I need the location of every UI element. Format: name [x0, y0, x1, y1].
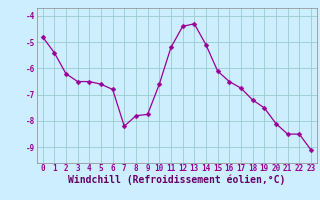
X-axis label: Windchill (Refroidissement éolien,°C): Windchill (Refroidissement éolien,°C)	[68, 175, 285, 185]
